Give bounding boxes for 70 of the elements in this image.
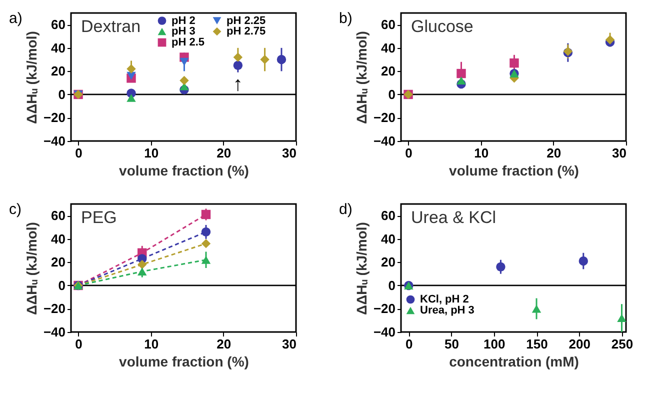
legend-label: Urea, pH 3 [420,304,474,316]
x-tick-label: 20 [216,146,232,160]
y-tick-label: −20 [43,301,66,316]
x-tick-label: 10 [144,146,159,160]
legend-label: pH 3 [172,26,196,38]
point [532,304,542,313]
y-tick-label: 60 [381,208,396,224]
y-tick-label: 20 [51,254,66,270]
y-tick-label: 20 [381,254,396,270]
x-tick-label: 20 [216,336,232,352]
chart-title: Glucose [411,17,474,36]
x-tick-label: 20 [546,146,562,160]
y-tick-label: 0 [388,86,396,102]
y-tick-label: 40 [381,231,396,246]
x-tick-label: 0 [406,336,413,352]
y-tick-label: −40 [43,324,66,340]
y-tick-label: 60 [381,17,396,32]
y-tick-label: −20 [373,301,396,316]
y-axis-title: ΔΔHᵤ (kJ/mol) [23,31,40,124]
legend-label: pH 2.25 [226,14,266,27]
y-tick-label: 40 [51,231,66,246]
x-tick-label: 0 [75,336,82,352]
y-tick-label: 60 [51,17,66,32]
y-tick-label: 0 [388,278,396,293]
text: d) [339,201,352,218]
y-axis-title: ΔΔHᵤ (kJ/mol) [23,222,40,315]
y-tick-label: 40 [381,40,396,56]
legend-label: pH 2.75 [226,26,266,38]
point [578,256,588,266]
y-tick-label: −40 [373,134,396,148]
x-axis-title: concentration (mM) [449,354,579,370]
point [617,314,626,322]
text: b) [339,10,352,27]
legend-label: pH 2 [172,14,196,27]
x-axis-title: volume fraction (%) [119,162,249,178]
y-tick-label: −40 [373,324,396,340]
legend-label: KCl, pH 2 [420,294,469,306]
x-tick-label: 250 [611,336,634,352]
y-tick-label: 40 [51,40,66,56]
x-tick-label: 10 [144,336,159,352]
point [496,262,506,272]
x-tick-label: 100 [484,336,506,352]
y-tick-label: −20 [373,110,396,126]
y-tick-label: −20 [43,110,66,126]
x-tick-label: 50 [444,336,460,352]
y-tick-label: 20 [381,64,396,79]
annotation: ↑ [232,73,243,96]
y-tick-label: 0 [58,86,66,102]
x-axis-title: volume fraction (%) [449,162,579,178]
text: a) [9,10,22,27]
x-tick-label: 0 [75,146,82,160]
x-tick-label: 10 [474,146,489,160]
x-tick-label: 0 [405,146,412,160]
x-tick-label: 200 [568,336,590,352]
y-tick-label: 60 [51,208,66,224]
y-tick-label: −40 [43,134,66,148]
x-tick-label: 30 [612,146,626,160]
y-tick-label: 20 [51,64,66,79]
x-axis-title: volume fraction (%) [119,354,249,370]
y-tick-label: 0 [58,278,66,293]
y-axis-title: ΔΔHᵤ (kJ/mol) [353,31,370,124]
text: c) [9,201,22,218]
chart-title: Urea & KCl [411,208,496,227]
x-tick-label: 30 [282,336,296,352]
chart-title: PEG [81,208,117,227]
legend-label: pH 2.5 [172,36,205,48]
y-axis-title: ΔΔHᵤ (kJ/mol) [353,222,370,315]
chart-title: Dextran [81,17,141,36]
x-tick-label: 150 [526,336,548,352]
x-tick-label: 30 [282,146,296,160]
